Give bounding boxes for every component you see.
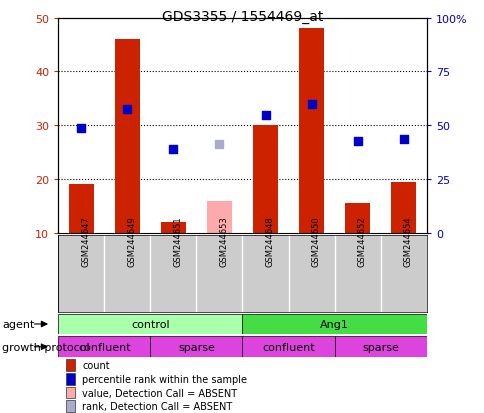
Bar (298, 29, 324, 233)
Point (261, 112, 269, 119)
Bar (160, 223, 186, 233)
Text: confluent: confluent (262, 342, 314, 352)
Text: GSM244649: GSM244649 (127, 216, 136, 267)
Text: control: control (131, 319, 169, 329)
Bar (150, 337, 242, 357)
Text: Ang1: Ang1 (319, 319, 348, 329)
Point (215, 141, 223, 148)
Bar (114, 40, 140, 233)
Text: GSM244650: GSM244650 (311, 216, 320, 267)
Bar (242, 337, 334, 357)
Bar (344, 204, 370, 233)
Bar (68, 185, 94, 233)
Bar (390, 183, 416, 233)
Bar (65, 359, 75, 371)
Point (123, 107, 131, 113)
Text: count: count (82, 360, 109, 370)
Bar (65, 400, 75, 412)
Bar (252, 126, 278, 233)
Bar (58, 337, 150, 357)
Text: growth protocol: growth protocol (2, 342, 90, 352)
Point (307, 101, 315, 108)
Bar (334, 337, 426, 357)
Bar (65, 387, 75, 399)
Text: confluent: confluent (78, 342, 130, 352)
Point (77, 125, 85, 132)
Bar (65, 373, 75, 385)
Text: percentile rank within the sample: percentile rank within the sample (82, 374, 247, 384)
Text: value, Detection Call = ABSENT: value, Detection Call = ABSENT (82, 388, 237, 398)
Text: agent: agent (2, 319, 35, 329)
Text: GSM244653: GSM244653 (219, 216, 228, 267)
Text: GSM244654: GSM244654 (403, 216, 412, 267)
Text: rank, Detection Call = ABSENT: rank, Detection Call = ABSENT (82, 401, 232, 411)
Text: GSM244647: GSM244647 (81, 216, 90, 267)
Text: GSM244652: GSM244652 (357, 216, 366, 267)
Text: sparse: sparse (362, 342, 398, 352)
Text: sparse: sparse (178, 342, 214, 352)
Point (399, 136, 407, 143)
Point (169, 147, 177, 154)
Text: GDS3355 / 1554469_at: GDS3355 / 1554469_at (162, 10, 322, 24)
Point (353, 139, 361, 145)
Bar (242, 314, 426, 335)
Bar (58, 314, 242, 335)
Text: GSM244648: GSM244648 (265, 216, 274, 267)
Text: GSM244651: GSM244651 (173, 216, 182, 267)
Bar (206, 201, 232, 233)
